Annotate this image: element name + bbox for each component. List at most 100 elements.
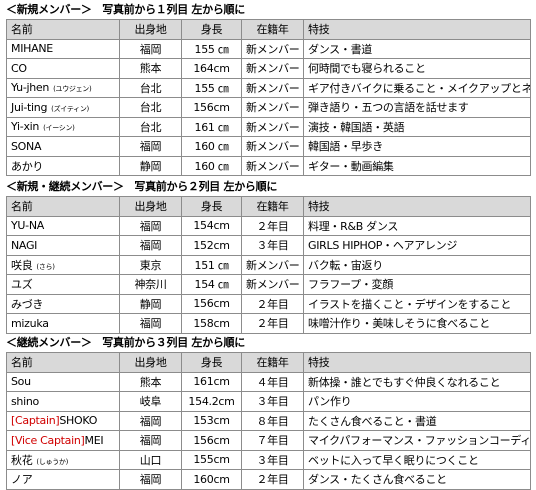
member-name: SHOKO bbox=[59, 414, 98, 428]
cell-name: SONA bbox=[6, 136, 120, 157]
cell-height: 154.2cm bbox=[181, 391, 242, 412]
name-reading: (さら) bbox=[36, 262, 55, 271]
cell-year: 新メンバー bbox=[241, 136, 304, 157]
cell-height: 156cm bbox=[181, 293, 242, 314]
cell-skill: 弾き語り・五つの言語を話せます bbox=[303, 97, 531, 118]
member-name: NAGI bbox=[11, 238, 38, 252]
table-row: Jui-ting (ズイティン) 台北 156cm 新メンバー 弾き語り・五つの言語を話せ… bbox=[6, 97, 531, 118]
header-skill: 特技 bbox=[303, 352, 531, 373]
cell-home: 福岡 bbox=[119, 410, 182, 431]
cell-skill: GIRLS HIPHOP・ヘアアレンジ bbox=[303, 235, 531, 256]
cell-skill: ギア付きバイクに乗ること・メイクアップとネイル bbox=[303, 77, 531, 98]
table-row: NAGI 福岡 152cm ３年目 GIRLS HIPHOP・ヘアアレンジ bbox=[6, 235, 531, 256]
cell-year: ２年目 bbox=[241, 469, 304, 490]
cell-home: 台北 bbox=[119, 77, 182, 98]
section-new-members: ＜新規メンバー＞ 写真前から１列目 左から順に 名前 出身地 身長 在籍年 特技… bbox=[6, 0, 531, 176]
name-reading: (イーシン) bbox=[43, 124, 75, 133]
cell-height: 156cm bbox=[181, 430, 242, 451]
cell-year: ３年目 bbox=[241, 449, 304, 470]
table-row: mizuka 福岡 158cm ２年目 味噌汁作り・美味しそうに食べること bbox=[6, 313, 531, 334]
section-new-continuing-members: ＜新規・継続メンバー＞ 写真前から２列目 左から順に 名前 出身地 身長 在籍年… bbox=[6, 177, 531, 334]
cell-height: 154 ㎝ bbox=[181, 274, 242, 295]
cell-skill: 韓国語・早歩き bbox=[303, 136, 531, 157]
cell-skill: バク転・宙返り bbox=[303, 254, 531, 275]
cell-year: ７年目 bbox=[241, 430, 304, 451]
cell-skill: 何時間でも寝られること bbox=[303, 58, 531, 79]
header-name: 名前 bbox=[6, 196, 120, 217]
table-row: ノア 福岡 160cm ２年目 ダンス・たくさん食べること bbox=[6, 469, 531, 490]
name-reading: (しゅうか) bbox=[36, 457, 69, 466]
table-row: みづき 静岡 156cm ２年目 イラストを描くこと・デザインをすること bbox=[6, 293, 531, 314]
cell-year: 新メンバー bbox=[241, 97, 304, 118]
member-name: Yu-jhen bbox=[11, 81, 50, 95]
cell-home: 東京 bbox=[119, 254, 182, 275]
cell-name: Sou bbox=[6, 371, 120, 392]
member-name: YU-NA bbox=[11, 219, 44, 233]
table-row: 秋花 (しゅうか) 山口 155cm ３年目 ベットに入って早く眠りにつくこと bbox=[6, 449, 531, 470]
cell-year: ２年目 bbox=[241, 313, 304, 334]
header-height: 身長 bbox=[181, 196, 242, 217]
cell-name: あかり bbox=[6, 155, 120, 176]
header-year: 在籍年 bbox=[241, 19, 304, 40]
cell-home: 静岡 bbox=[119, 293, 182, 314]
cell-name: Yu-jhen (ユウジェン) bbox=[6, 77, 120, 98]
cell-name: YU-NA bbox=[6, 215, 120, 236]
cell-home: 熊本 bbox=[119, 371, 182, 392]
member-name: MEI bbox=[84, 433, 104, 447]
cell-name: ノア bbox=[6, 469, 120, 490]
cell-height: 161 ㎝ bbox=[181, 116, 242, 137]
cell-name: みづき bbox=[6, 293, 120, 314]
member-name: みづき bbox=[11, 297, 44, 311]
cell-name: NAGI bbox=[6, 235, 120, 256]
cell-skill: マイクパフォーマンス・ファッションコーディネート bbox=[303, 430, 531, 451]
cell-home: 台北 bbox=[119, 97, 182, 118]
cell-skill: ギター・動画編集 bbox=[303, 155, 531, 176]
cell-height: 151 ㎝ bbox=[181, 254, 242, 275]
cell-year: 新メンバー bbox=[241, 58, 304, 79]
cell-home: 福岡 bbox=[119, 136, 182, 157]
section-title: ＜新規メンバー＞ 写真前から１列目 左から順に bbox=[6, 3, 245, 16]
cell-name: 秋花 (しゅうか) bbox=[6, 449, 120, 470]
cell-home: 山口 bbox=[119, 449, 182, 470]
member-name: ノア bbox=[11, 473, 33, 487]
table-row: CO 熊本 164cm 新メンバー 何時間でも寝られること bbox=[6, 58, 531, 79]
name-reading: (ズイティン) bbox=[51, 104, 89, 113]
table-row: [Captain]SHOKO 福岡 153cm ８年目 たくさん食べること・書道 bbox=[6, 410, 531, 431]
cell-name: shino bbox=[6, 391, 120, 412]
member-name: Yi-xin bbox=[11, 120, 40, 134]
header-skill: 特技 bbox=[303, 196, 531, 217]
section-title: ＜継続メンバー＞ 写真前から３列目 左から順に bbox=[6, 336, 245, 349]
cell-skill: パン作り bbox=[303, 391, 531, 412]
cell-height: 153cm bbox=[181, 410, 242, 431]
cell-name: mizuka bbox=[6, 313, 120, 334]
cell-name: [Captain]SHOKO bbox=[6, 410, 120, 431]
table-row: shino 岐阜 154.2cm ３年目 パン作り bbox=[6, 391, 531, 412]
cell-height: 155 ㎝ bbox=[181, 77, 242, 98]
cell-name: ユズ bbox=[6, 274, 120, 295]
cell-skill: フラフープ・変顔 bbox=[303, 274, 531, 295]
cell-height: 164cm bbox=[181, 58, 242, 79]
cell-home: 静岡 bbox=[119, 155, 182, 176]
cell-year: ４年目 bbox=[241, 371, 304, 392]
member-name: CO bbox=[11, 61, 27, 75]
cell-year: ２年目 bbox=[241, 293, 304, 314]
cell-name: Yi-xin (イーシン) bbox=[6, 116, 120, 137]
section-title: ＜新規・継続メンバー＞ 写真前から２列目 左から順に bbox=[6, 180, 278, 193]
cell-skill: 味噌汁作り・美味しそうに食べること bbox=[303, 313, 531, 334]
cell-height: 160cm bbox=[181, 469, 242, 490]
cell-skill: ダンス・たくさん食べること bbox=[303, 469, 531, 490]
cell-height: 161cm bbox=[181, 371, 242, 392]
cell-height: 158cm bbox=[181, 313, 242, 334]
cell-height: 156cm bbox=[181, 97, 242, 118]
header-home: 出身地 bbox=[119, 19, 182, 40]
cell-home: 福岡 bbox=[119, 430, 182, 451]
table-row: [Vice Captain]MEI 福岡 156cm ７年目 マイクパフォーマンス・ファ… bbox=[6, 430, 531, 451]
cell-home: 福岡 bbox=[119, 469, 182, 490]
cell-height: 154cm bbox=[181, 215, 242, 236]
